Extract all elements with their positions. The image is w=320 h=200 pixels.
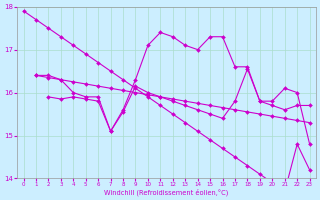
X-axis label: Windchill (Refroidissement éolien,°C): Windchill (Refroidissement éolien,°C) xyxy=(104,188,229,196)
